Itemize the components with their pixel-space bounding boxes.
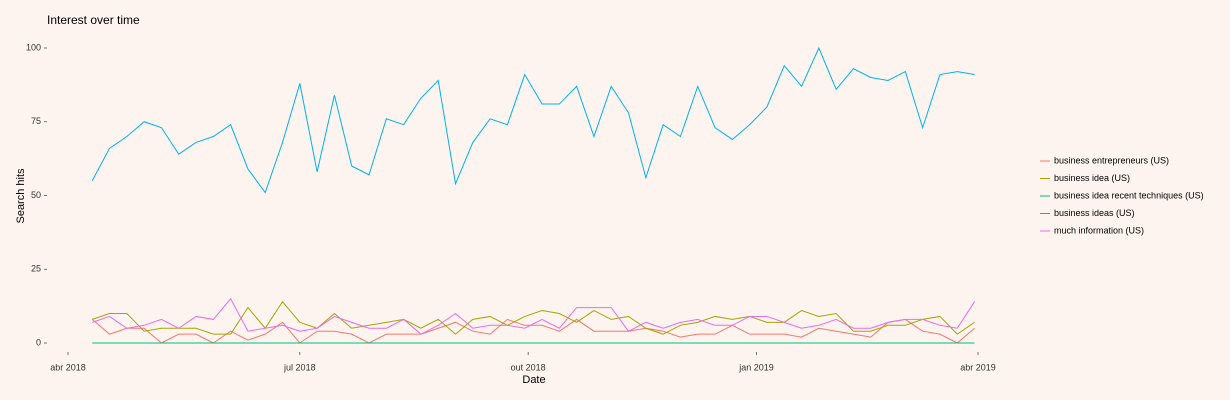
series-line [92,297,975,335]
legend-label: business ideas (US) [1054,208,1135,218]
series-line [91,318,975,344]
chart-title: Interest over time [47,13,140,27]
x-tick-label: abr 2019 [960,362,996,372]
x-tick-label: out 2018 [511,362,546,372]
y-tick-label: 50 [31,190,41,200]
x-tick-label: abr 2018 [50,362,86,372]
x-axis-title: Date [522,374,545,386]
x-tick-label: jan 2019 [738,362,774,372]
legend-label: much information (US) [1054,225,1144,235]
series-line [92,300,975,335]
x-tick-label: jul 2018 [283,362,316,372]
y-tick-label: 100 [26,42,41,52]
legend-label: business entrepreneurs (US) [1054,155,1169,165]
series-line [91,46,975,194]
legend-label: business idea recent techniques (US) [1054,190,1204,200]
legend-label: business idea (US) [1054,173,1130,183]
y-axis-title: Search hits [15,168,27,224]
y-tick-label: 0 [36,337,41,347]
y-tick-label: 75 [31,116,41,126]
y-tick-label: 25 [31,264,41,274]
